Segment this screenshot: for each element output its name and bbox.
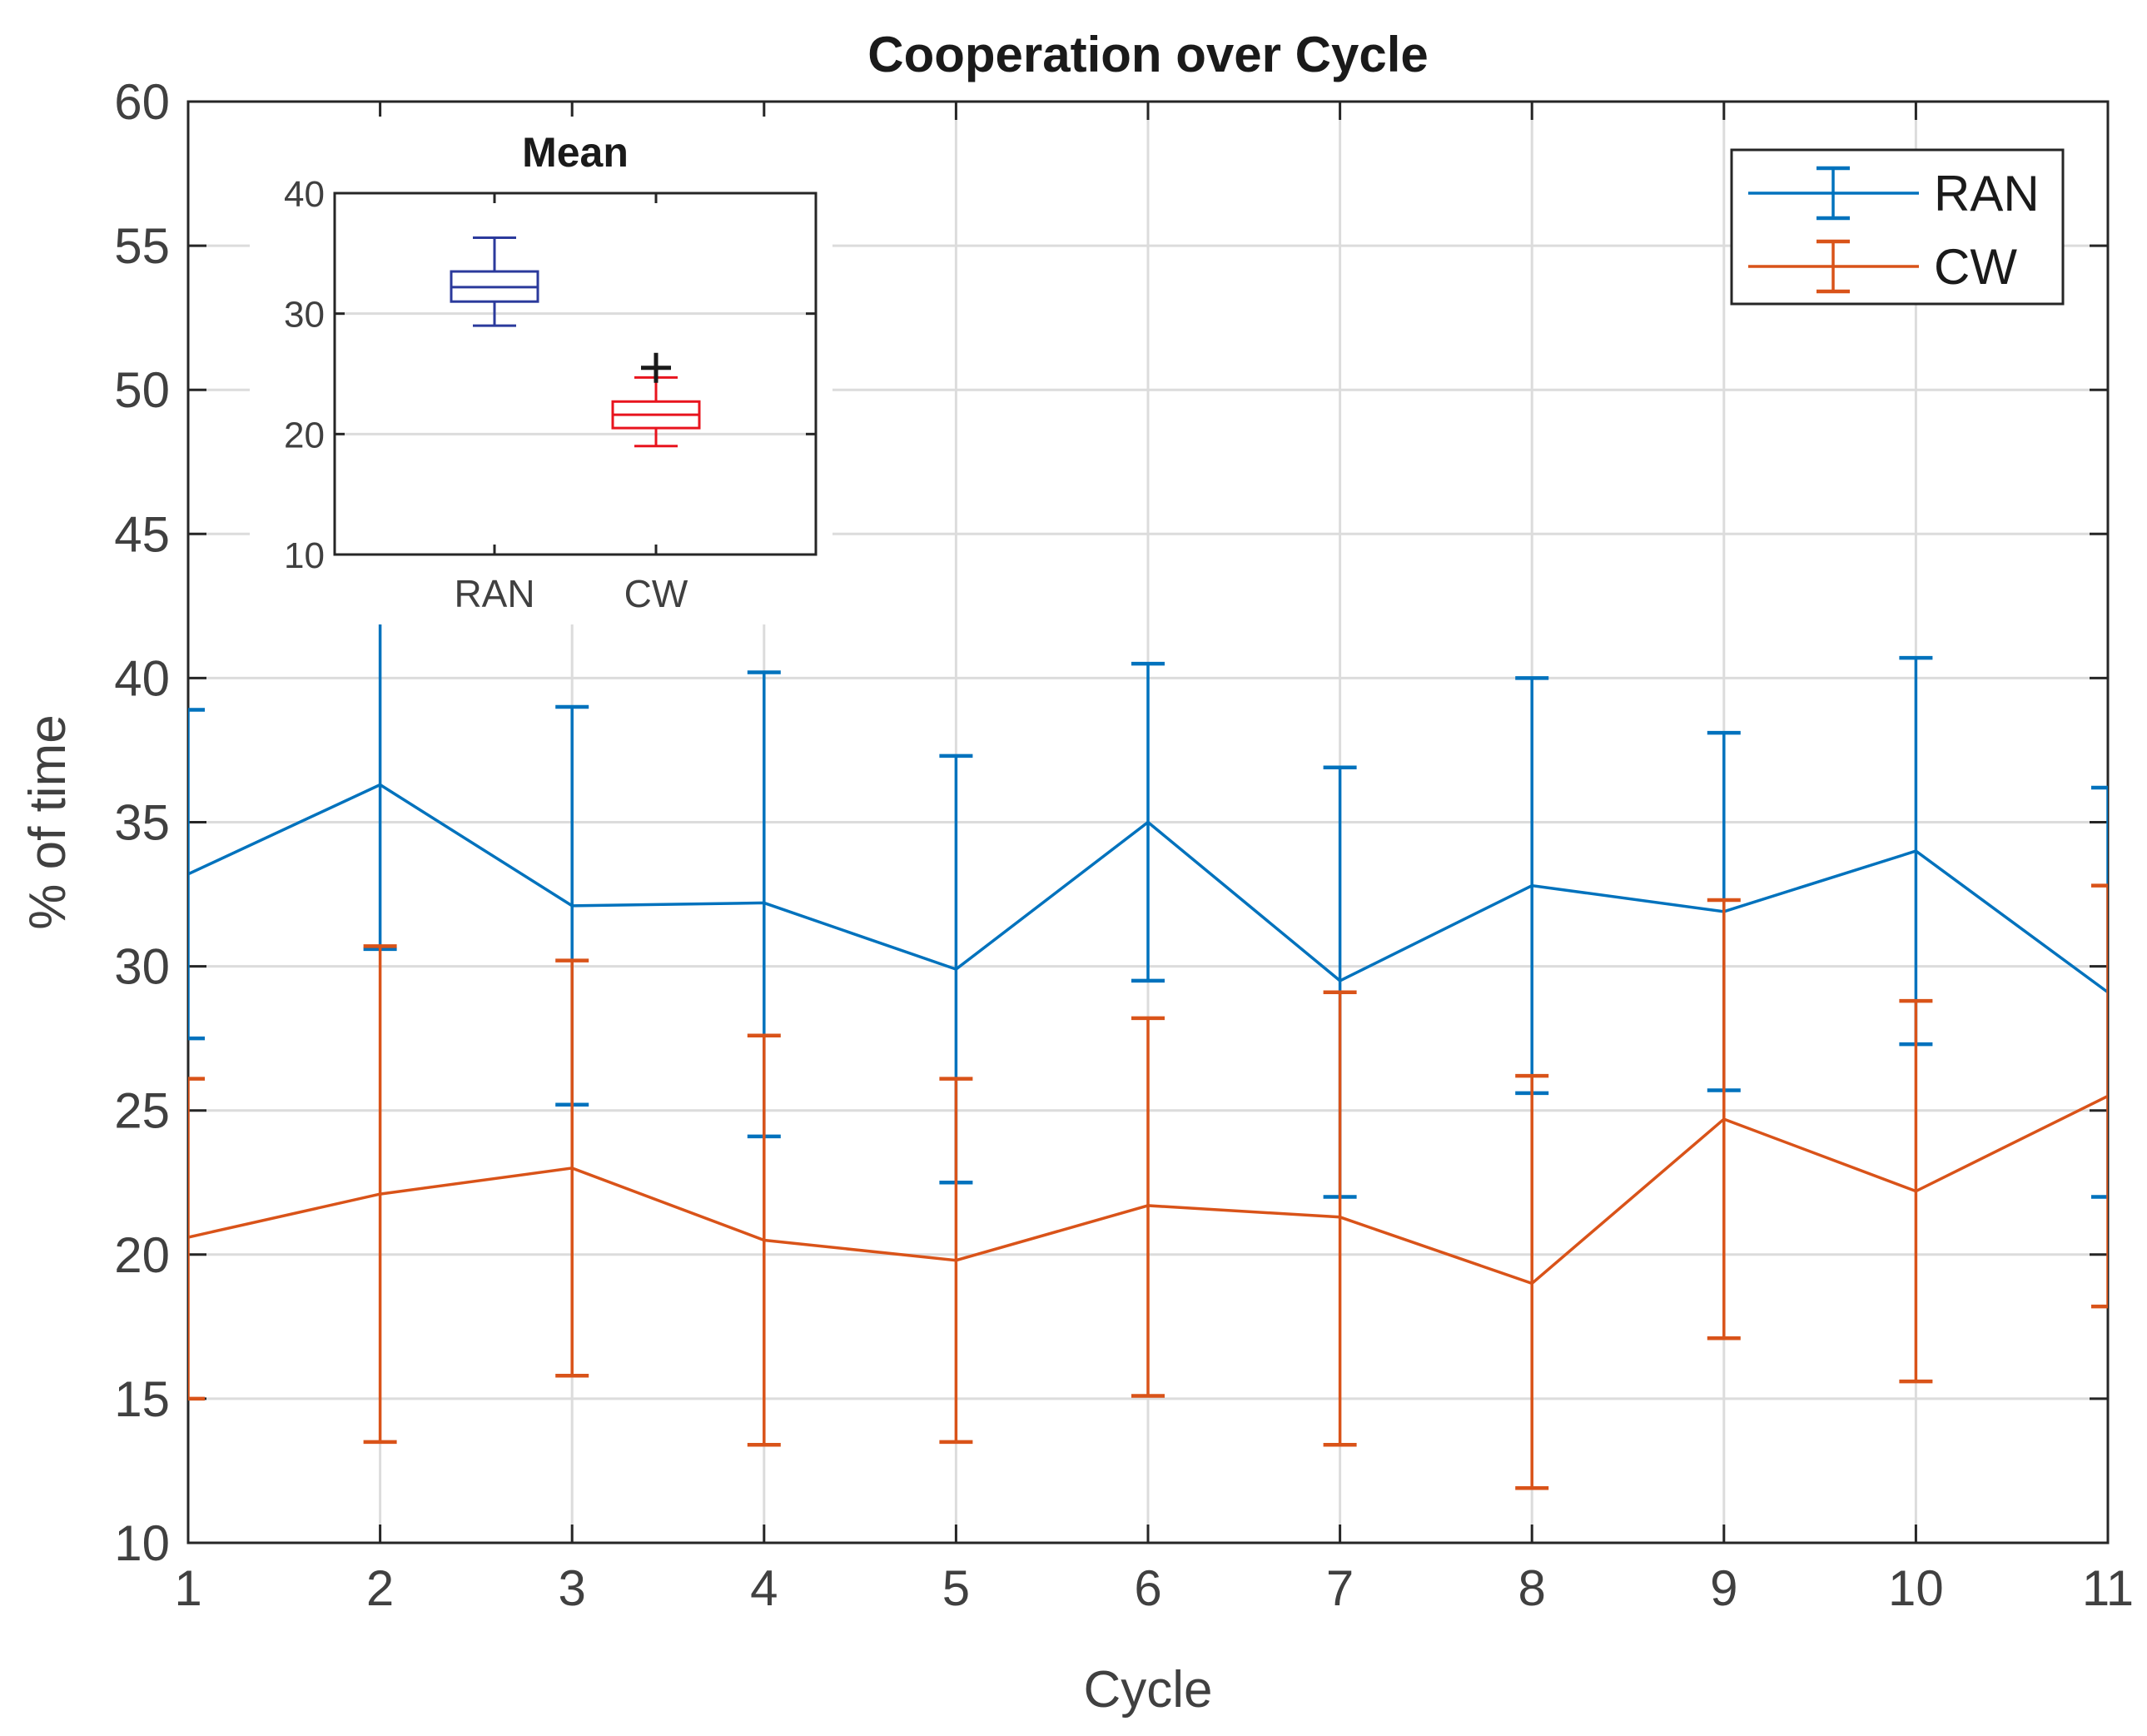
legend-label: CW	[1934, 239, 2017, 295]
y-tick-label: 20	[114, 1227, 170, 1283]
y-tick-label: 50	[114, 362, 170, 418]
x-tick-label: 11	[2082, 1560, 2134, 1616]
legend-label: RAN	[1934, 166, 2040, 221]
inset-plot-area	[333, 192, 818, 556]
error-bar	[1515, 1073, 1549, 1490]
inset-ticks	[335, 192, 816, 556]
x-tick-label: 5	[942, 1560, 970, 1616]
y-axis-label: % of time	[19, 714, 77, 929]
x-tick-label: 2	[366, 1560, 394, 1616]
x-tick-label: 7	[1326, 1560, 1354, 1616]
main-y-tick-labels: 10 15 20 25 30 35 40 45 50 55 60	[114, 74, 170, 1571]
chart-title: Cooperation over Cycle	[867, 27, 1429, 82]
y-tick-label: 10	[114, 1515, 170, 1571]
y-tick-label: 40	[114, 650, 170, 706]
y-tick-label: 25	[114, 1083, 170, 1139]
main-x-tick-labels: 1 2 3 4 5 6 7 8 9 10 11	[174, 1560, 2134, 1616]
main-series	[188, 618, 2108, 1490]
error-bar	[363, 944, 397, 1445]
x-axis-label: Cycle	[1083, 1661, 1212, 1719]
x-tick-label: 10	[1888, 1560, 1944, 1616]
error-bar	[188, 708, 205, 1041]
y-tick-label: 15	[114, 1371, 170, 1427]
error-bar	[2091, 883, 2108, 1309]
inset-y-tick-label: 10	[284, 535, 325, 576]
error-bar	[1131, 1016, 1165, 1398]
inset-background	[250, 117, 832, 624]
y-tick-label: 60	[114, 74, 170, 130]
y-tick-label: 30	[114, 939, 170, 995]
error-bar	[747, 1033, 781, 1447]
error-bar	[1707, 898, 1741, 1341]
error-bar	[1323, 990, 1357, 1447]
inset-y-tick-label: 20	[284, 415, 325, 455]
legend-item-cw: CW	[1748, 239, 2017, 295]
box-outlier	[641, 352, 671, 383]
y-tick-label: 35	[114, 795, 170, 851]
series-cw	[188, 883, 2108, 1490]
y-tick-label: 45	[114, 506, 170, 562]
inset-y-tick-label: 40	[284, 174, 325, 215]
inset-y-tick-label: 30	[284, 295, 325, 336]
x-tick-label: 8	[1518, 1560, 1546, 1616]
inset-x-tick-label: CW	[624, 572, 688, 615]
error-bar	[1131, 661, 1165, 983]
error-bar	[939, 1077, 973, 1445]
inset-x-tick-labels: RAN CW	[454, 572, 688, 615]
error-bar	[188, 1077, 205, 1401]
box-cw	[611, 352, 701, 448]
inset-boxes	[450, 236, 701, 448]
x-tick-label: 4	[750, 1560, 778, 1616]
inset-title: Mean	[522, 129, 629, 176]
x-tick-label: 6	[1134, 1560, 1161, 1616]
box-ran	[450, 236, 539, 327]
y-tick-label: 55	[114, 218, 170, 274]
inset-x-tick-label: RAN	[454, 572, 534, 615]
error-bar	[1899, 998, 1933, 1384]
legend: RAN CW	[1730, 148, 2065, 306]
legend-item-ran: RAN	[1748, 166, 2040, 221]
x-tick-label: 9	[1710, 1560, 1737, 1616]
inset-y-tick-labels: 10 20 30 40	[284, 174, 325, 576]
error-bar	[555, 958, 589, 1378]
x-tick-label: 1	[174, 1560, 201, 1616]
legend-box	[1730, 148, 2065, 306]
x-tick-label: 3	[559, 1560, 586, 1616]
